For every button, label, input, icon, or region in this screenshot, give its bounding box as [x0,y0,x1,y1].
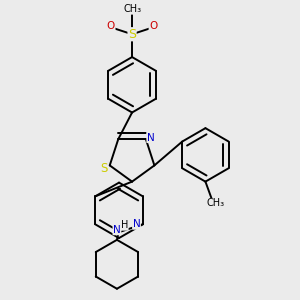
Text: H: H [121,220,128,230]
Text: O: O [107,21,115,31]
Text: S: S [128,28,136,41]
Text: N: N [133,219,140,229]
Text: CH₃: CH₃ [123,4,141,14]
Text: CH₃: CH₃ [207,199,225,208]
Text: N: N [113,225,121,235]
Text: O: O [149,21,158,31]
Text: N: N [147,133,154,142]
Text: S: S [100,161,108,175]
